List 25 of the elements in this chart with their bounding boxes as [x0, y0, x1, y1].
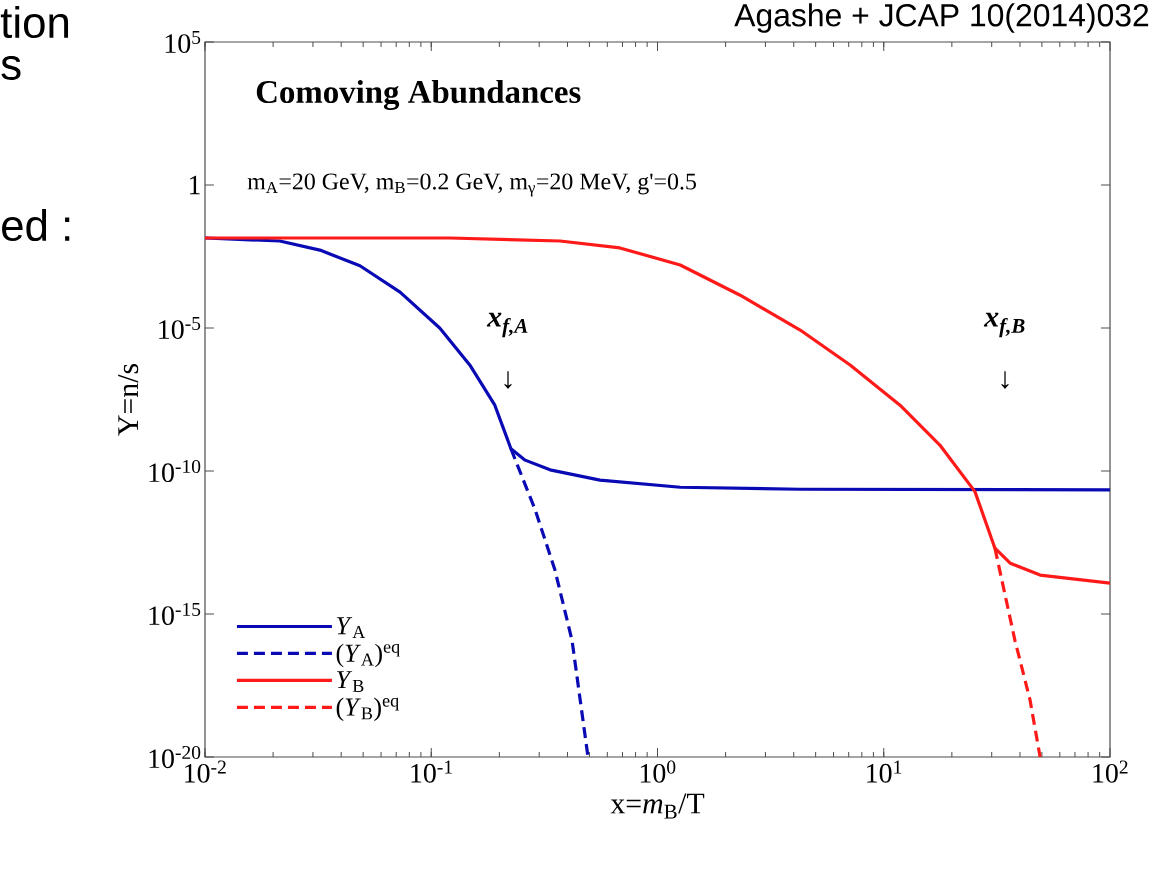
y-tick-label: 10$^{5}$	[165, 30, 201, 54]
legend-label: Y$_{A}$	[337, 617, 366, 638]
legend-label: Y$_{B}$	[337, 671, 364, 692]
annotation: x$_{f,A}$	[486, 312, 528, 338]
y-tick-label: 1	[189, 175, 200, 195]
annotation: m$_{A}$=20 GeV, m$_{B}$=0.2 GeV, m$_{γ}$=20 MeV, g'=0.5	[247, 173, 696, 197]
x-tick-label: 10$^{0}$	[640, 760, 676, 783]
x-tick-label: 10$^{2}$	[1093, 760, 1128, 783]
y-tick-label: 10$^{-10}$	[149, 459, 201, 483]
annotation: ↓	[1001, 371, 1009, 389]
text: ed :	[2, 208, 70, 242]
legend-label: (Y$_{B}$)$^{eq}$	[336, 697, 399, 722]
x-axis-title: x=m$_{B}$/T	[610, 793, 705, 819]
annotation: ↓	[504, 371, 512, 389]
y-tick-label: 10$^{-5}$	[159, 316, 201, 340]
annotation: x$_{f,B}$	[983, 312, 1025, 338]
x-tick-label: 10$^{1}$	[867, 760, 902, 783]
text: s	[1, 56, 21, 80]
y-tick-label: 10$^{-15}$	[149, 602, 201, 626]
text: Agashe + JCAP 10(2014)032	[734, 3, 1149, 33]
x-tick-label: 10$^{-1}$	[411, 760, 452, 783]
legend-label: (Y$_{A}$)$^{eq}$	[336, 643, 400, 668]
annotation: Comoving Abundances	[256, 79, 581, 111]
text: tion	[0, 5, 69, 39]
y-axis-title: Y=n/s	[118, 363, 139, 436]
